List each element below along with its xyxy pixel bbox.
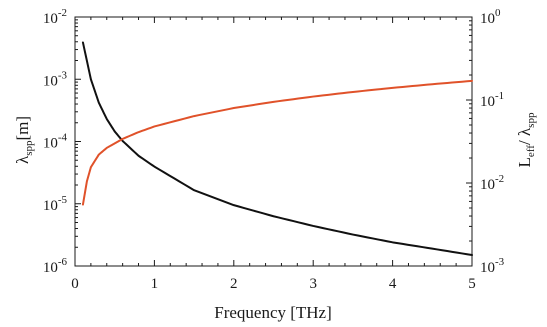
x-axis-title: Frequency [THz] <box>214 303 332 322</box>
plot-border <box>74 16 473 267</box>
y-right-title-a: L <box>515 157 534 167</box>
x-tick-label: 4 <box>389 276 397 292</box>
x-tick-label: 5 <box>468 276 476 292</box>
series-line-left <box>81 41 473 257</box>
x-tick-label: 3 <box>309 276 317 292</box>
ticks-layer <box>74 16 473 267</box>
y-right-title-b: λ <box>515 127 534 136</box>
left-tick-label: 10-2 <box>43 7 67 27</box>
x-tick-label: 2 <box>230 276 238 292</box>
right-tick-label: 10-3 <box>480 256 505 276</box>
plot-frame <box>74 16 473 267</box>
tick-labels-layer: 0 1 2 3 4 5 10-6 10-5 10-4 10-3 10-2 10-3 10-2 10-1 10… <box>43 7 505 292</box>
series-layer <box>81 41 473 257</box>
y-left-title-base: λ <box>13 155 32 164</box>
y-left-title-unit: [m] <box>13 116 32 141</box>
left-tick-label: 10-5 <box>43 194 68 214</box>
left-tick-label: 10-4 <box>43 132 68 152</box>
y-right-title-slash: / <box>515 136 534 145</box>
x-tick-label: 1 <box>151 276 159 292</box>
y-right-axis-title: Leff/ λspp <box>515 112 537 167</box>
y-left-axis-title: λspp[m] <box>13 116 35 164</box>
right-tick-label: 100 <box>480 7 501 27</box>
x-tick-label: 0 <box>71 276 79 292</box>
left-tick-label: 10-6 <box>43 256 68 276</box>
left-tick-label: 10-3 <box>43 69 68 89</box>
y-left-title-sub: spp <box>23 140 35 156</box>
right-tick-label: 10-1 <box>480 90 504 110</box>
right-tick-label: 10-2 <box>480 173 504 193</box>
y-right-title-b-sub: spp <box>525 112 537 128</box>
series-line-right <box>81 79 473 206</box>
y-right-title-a-sub: eff <box>525 145 537 157</box>
